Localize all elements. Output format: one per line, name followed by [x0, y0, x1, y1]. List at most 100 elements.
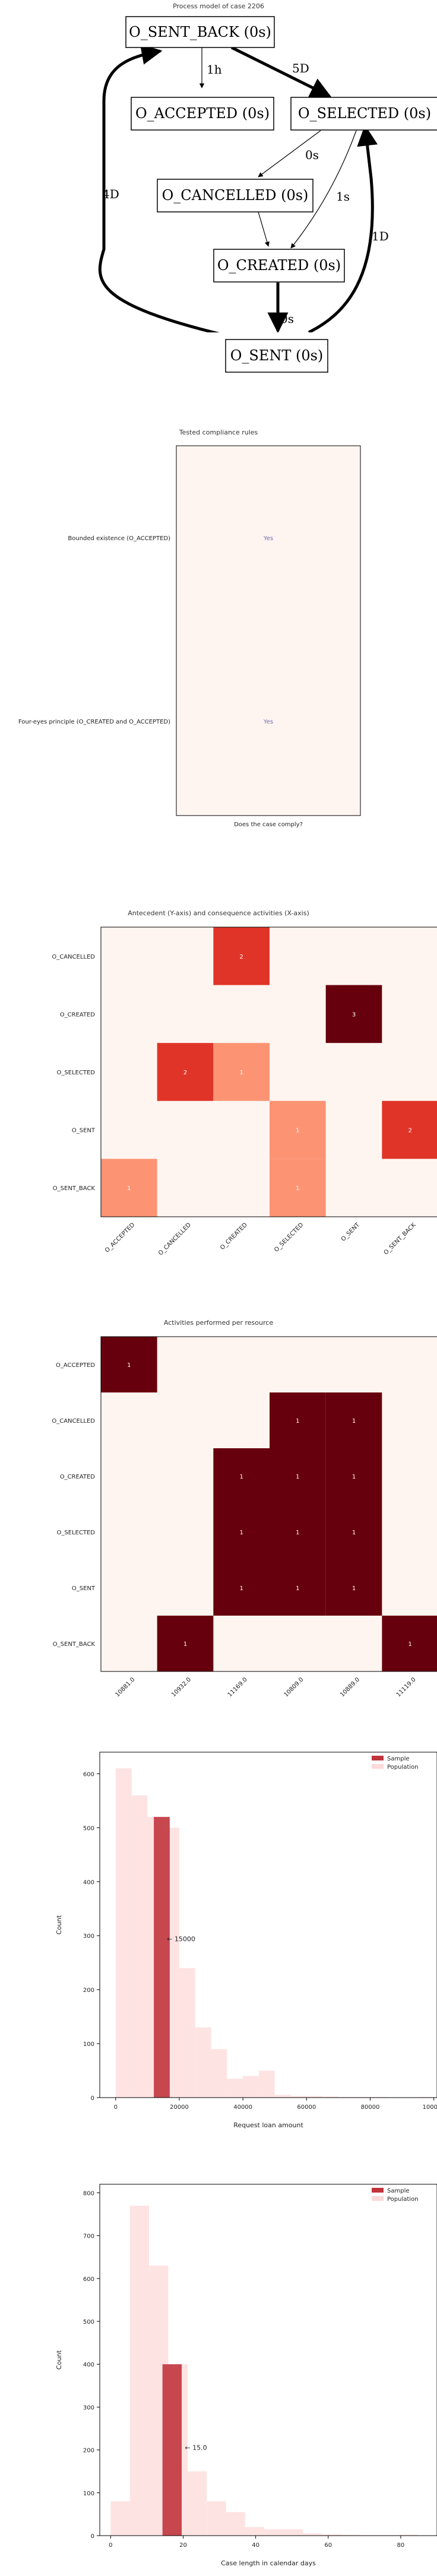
caselength-bar-sample	[162, 2364, 182, 2536]
edge-label-created-sent: 0s	[280, 312, 294, 326]
node-o-sent-back: O_SENT_BACK (0s)	[125, 16, 275, 48]
loan-bar-population	[195, 2027, 211, 2098]
antecedent-ytick-label: O_SENT_BACK	[53, 1185, 96, 1192]
resource-xtick-label: 10809.0	[283, 1676, 305, 1698]
resource-cell	[325, 1504, 382, 1560]
edge-selected-cancelled	[258, 130, 321, 177]
caselength-ylabel: Count	[55, 2350, 63, 2369]
node-label-o-cancelled: O_CANCELLED (0s)	[162, 187, 309, 204]
resource-ytick-label: O_SENT_BACK	[53, 1641, 96, 1648]
loan-xtick-label: 100000	[423, 2104, 437, 2111]
loan-frame	[99, 1752, 437, 2098]
antecedent-cell	[213, 1043, 270, 1101]
antecedent-ytick-label: O_CANCELLED	[52, 954, 95, 960]
compliance-row-label-0: Bounded existence (O_ACCEPTED)	[68, 535, 170, 542]
loan-legend-swatch-population	[372, 1764, 384, 1769]
antecedent-cell-value: 2	[183, 1070, 187, 1076]
caselength-ytick-label: 600	[83, 2276, 94, 2283]
caselength-legend-swatch-population	[372, 2196, 384, 2201]
loan-bar-population	[258, 2070, 275, 2098]
resource-ytick-label: O_CREATED	[60, 1474, 96, 1480]
edge-label-selected-created: 1s	[336, 189, 350, 204]
resource-cell-value: 1	[239, 1530, 243, 1536]
resource-cell-value: 1	[408, 1641, 411, 1648]
resource-xtick-label: 11119.0	[395, 1676, 417, 1698]
antecedent-ytick-label: O_SENT	[72, 1128, 96, 1134]
resource-cell-value: 1	[352, 1474, 356, 1480]
resource-xtick-label: 11169.0	[227, 1676, 249, 1698]
caselength-bar-population	[226, 2512, 245, 2536]
caselength-xlabel: Case length in calendar days	[221, 2559, 316, 2567]
resource-cell-value: 1	[352, 1418, 356, 1425]
node-o-sent: O_SENT (0s)	[225, 339, 328, 373]
resource-cell	[213, 1504, 270, 1560]
caselength-bar-population	[398, 2534, 419, 2536]
resource-heatmap: 1 1 1 1 1 1 1 1 1 1 1 1 1 1 O_ACCEPTED O_CANCELLED O_CRE…	[52, 1336, 437, 1698]
antecedent-ytick-label: O_SELECTED	[56, 1070, 95, 1076]
antecedent-cell-value: 1	[296, 1128, 299, 1134]
node-o-cancelled: O_CANCELLED (0s)	[157, 179, 314, 212]
loan-histogram: 0 20000 40000 60000 80000 100000 0 100 200 300 400…	[55, 1752, 437, 2129]
caselength-ytick-label: 700	[83, 2234, 94, 2240]
antecedent-cell	[325, 985, 382, 1043]
node-o-accepted: O_ACCEPTED (0s)	[131, 97, 274, 131]
loan-ytick-label: 200	[83, 1987, 94, 1994]
resource-cell-value: 1	[352, 1530, 356, 1536]
loan-bar-population	[290, 2096, 307, 2098]
compliance-plot-area	[176, 445, 361, 816]
resource-cell-value: 1	[183, 1641, 187, 1648]
caselength-annotation: ← 15.0	[185, 2444, 207, 2452]
antecedent-title: Antecedent (Y-axis) and consequence acti…	[128, 909, 309, 917]
caselength-xtick-label: 60	[324, 2542, 332, 2549]
caselength-panel: 0 20 40 60 80 0 100 200 300 400 500 600 700 800 Case l…	[0, 2172, 437, 2576]
compliance-xlabel: Does the case comply?	[234, 821, 303, 828]
node-label-o-selected: O_SELECTED (0s)	[298, 105, 431, 122]
caselength-legend-label-population: Population	[387, 2196, 419, 2203]
loan-ytick-label: 600	[83, 1771, 94, 1778]
caselength-ytick-label: 400	[83, 2362, 94, 2368]
caselength-bar-population	[187, 2471, 207, 2536]
compliance-chart: Bounded existence (O_ACCEPTED) Four-eyes…	[18, 445, 361, 828]
antecedent-cell-value: 1	[296, 1185, 299, 1192]
resource-cell	[213, 1560, 270, 1616]
antecedent-xtick-label: O_SENT_BACK	[383, 1222, 417, 1256]
resource-cell-value: 1	[296, 1418, 299, 1425]
resource-cell	[157, 1616, 214, 1671]
antecedent-cell-value: 2	[239, 954, 243, 960]
caselength-xtick-label: 40	[252, 2542, 259, 2549]
resource-cell-value: 1	[296, 1474, 299, 1480]
antecedent-cell	[270, 1100, 326, 1159]
edge-sentback-selected	[230, 46, 332, 98]
edge-cancelled-created	[258, 211, 270, 247]
antecedent-cell	[101, 1159, 157, 1217]
resource-frame	[100, 1336, 437, 1672]
loan-bar-population	[274, 2095, 291, 2098]
caselength-bar-population	[129, 2206, 150, 2536]
resource-cell	[325, 1560, 382, 1616]
resource-cell	[270, 1504, 326, 1560]
antecedent-cell	[382, 1100, 437, 1159]
caselength-legend-swatch-sample	[372, 2188, 384, 2193]
resource-ytick-label: O_ACCEPTED	[56, 1362, 95, 1369]
loan-bar-population	[115, 1768, 132, 2098]
resource-cell	[270, 1448, 326, 1504]
resource-cell	[213, 1448, 270, 1504]
node-o-selected: O_SELECTED (0s)	[290, 97, 437, 131]
antecedent-cell	[213, 927, 270, 985]
caselength-ytick-label: 300	[83, 2404, 94, 2411]
caselength-bar-population	[322, 2534, 341, 2536]
caselength-bar-population	[110, 2501, 130, 2536]
resource-xtick-label: 10889.0	[339, 1676, 361, 1698]
antecedent-xtick-label: O_ACCEPTED	[104, 1222, 137, 1254]
loan-ytick-label: 400	[83, 1879, 94, 1886]
loan-legend-swatch-sample	[372, 1756, 384, 1760]
compliance-panel: Tested compliance rules Bounded existenc…	[0, 421, 437, 837]
antecedent-xtick-label: O_CANCELLED	[157, 1222, 192, 1257]
compliance-row-label-1: Four-eyes principle (O_CREATED and O_ACC…	[18, 719, 170, 725]
resource-cell	[101, 1337, 157, 1392]
resource-xtick-label: 10932.0	[170, 1676, 192, 1698]
caselength-bar-population	[341, 2534, 361, 2536]
node-label-o-sent: O_SENT (0s)	[230, 347, 324, 364]
